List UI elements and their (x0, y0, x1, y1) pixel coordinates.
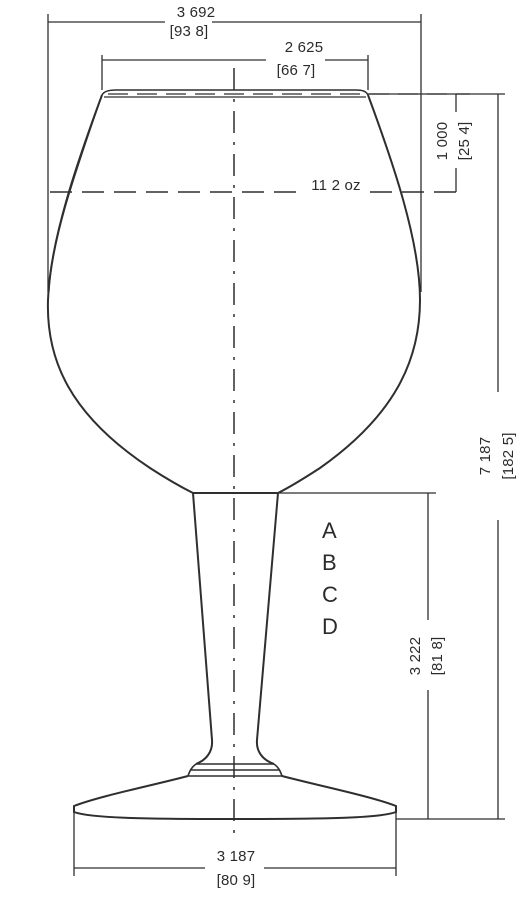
fill-depth-imperial: 1 000 (434, 122, 451, 161)
overall-height-imperial: 7 187 (477, 437, 494, 476)
bowl-outer-wall-right (367, 94, 421, 293)
overall-height-metric: [182 5] (500, 432, 517, 479)
fill-depth-metric: [25 4] (456, 122, 473, 161)
overall-width-dimension (47, 14, 422, 292)
variant-letter-a: A (322, 518, 337, 543)
variant-letter-d: D (322, 614, 338, 639)
stem-height-dimension (278, 492, 436, 819)
stem-outline (192, 492, 279, 765)
overall-width-metric: [93 8] (170, 23, 209, 40)
overall-height-dimension (368, 93, 505, 820)
variant-letter-b: B (322, 550, 337, 575)
foot-outline (73, 775, 397, 821)
base-width-imperial: 3 187 (217, 848, 256, 865)
overall-width-imperial: 3 692 (177, 4, 216, 21)
bowl-outer-wall (48, 94, 103, 293)
rim-width-imperial: 2 625 (285, 39, 324, 56)
stem-height-metric: [81 8] (429, 637, 446, 676)
stem-collar (187, 763, 283, 777)
fill-capacity-label: 11 2 oz (311, 177, 361, 194)
stem-height-imperial: 3 222 (407, 637, 424, 676)
glass-outline (46, 89, 422, 821)
variant-letter-c: C (322, 582, 338, 607)
base-width-metric: [80 9] (217, 872, 256, 889)
rim-width-metric: [66 7] (277, 62, 316, 79)
base-width-dimension (73, 812, 397, 876)
rim-width-dimension (101, 55, 369, 90)
rim-outline (101, 89, 369, 96)
fill-capacity-label-bg (305, 176, 367, 196)
